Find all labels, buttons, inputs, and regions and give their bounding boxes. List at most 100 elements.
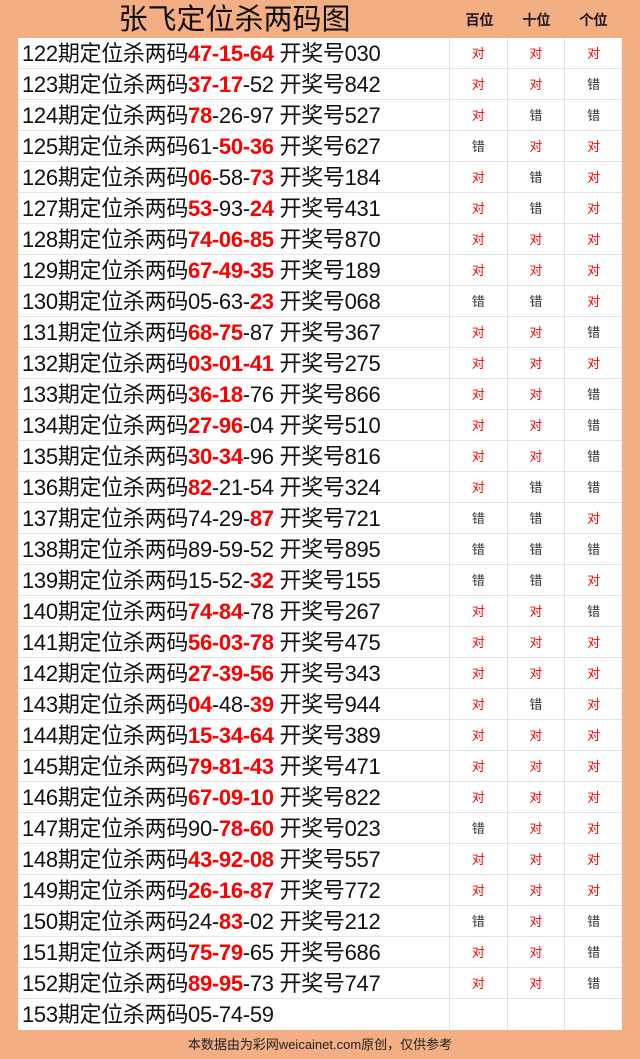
result-cell: 错 [506,193,565,223]
draw-label: 开奖号 [279,320,345,345]
dash: - [242,599,250,624]
kill-number: 95 [218,971,243,996]
row-text: 153期定位杀两码05-74-59 [18,999,449,1030]
draw-number: 155 [344,568,381,593]
result-cell: 错 [506,472,565,502]
row-label: 期定位杀两码 [57,227,189,252]
draw-number: 267 [344,599,381,624]
kill-number: 15 [188,568,212,593]
draw-label: 开奖号 [279,506,345,531]
kill-number: 39 [218,661,243,686]
dash: - [242,878,250,903]
dash: - [211,692,219,717]
period-number: 149 [22,878,58,903]
draw-label: 开奖号 [279,537,345,562]
result-cell: 对 [506,348,565,378]
kill-number: 24 [249,196,274,221]
dash: - [242,475,250,500]
result-cell: 对 [564,844,622,874]
dash: - [211,72,219,97]
draw-number: 944 [344,692,381,717]
table-row: 137期定位杀两码74-29-87 开奖号721 错错对 [18,503,622,534]
kill-number: 02 [249,909,274,934]
result-cell: 对 [448,782,507,812]
period-number: 140 [22,599,58,624]
column-header-units: 个位 [579,12,608,28]
kill-number: 21 [218,475,243,500]
period-number: 123 [22,72,58,97]
draw-label: 开奖号 [279,103,345,128]
result-cell: 对 [506,658,565,688]
kill-number: 90 [188,816,212,841]
kill-number: 96 [249,444,274,469]
result-cell: 对 [564,720,622,750]
result-cell: 错 [564,534,622,564]
dash: - [211,816,219,841]
period-number: 126 [22,165,58,190]
period-number: 138 [22,537,58,562]
result-cell: 对 [448,193,507,223]
column-header-hundreds: 百位 [465,12,494,28]
draw-number: 389 [344,723,381,748]
dash: - [211,506,219,531]
row-label: 期定位杀两码 [57,382,189,407]
table-row: 140期定位杀两码74-84-78 开奖号267 对对错 [18,596,622,627]
kill-number: 52 [249,72,274,97]
row-label: 期定位杀两码 [57,72,189,97]
table-row: 151期定位杀两码75-79-65 开奖号686 对对错 [18,937,622,968]
result-cell: 对 [448,38,507,68]
row-label: 期定位杀两码 [57,971,189,996]
kill-number: 89 [188,537,212,562]
row-label: 期定位杀两码 [57,785,189,810]
dash: - [211,444,219,469]
result-cell: 对 [506,441,565,471]
result-cell: 对 [564,875,622,905]
kill-number: 87 [249,506,274,531]
row-text: 127期定位杀两码53-93-24 开奖号431 [18,193,449,223]
kill-number: 06 [188,165,212,190]
kill-number: 34 [218,444,243,469]
draw-number: 822 [344,785,381,810]
table-row: 131期定位杀两码68-75-87 开奖号367 对对错 [18,317,622,348]
period-number: 127 [22,196,58,221]
result-cell: 错 [448,131,507,161]
draw-number: 842 [344,72,381,97]
table-row: 139期定位杀两码15-52-32 开奖号155 错错对 [18,565,622,596]
kill-number: 73 [249,165,274,190]
row-label: 期定位杀两码 [57,661,189,686]
result-cell: 对 [564,813,622,843]
result-cell: 对 [448,441,507,471]
kill-number: 36 [249,134,274,159]
dash: - [211,909,219,934]
result-cell: 对 [506,627,565,657]
draw-label: 开奖号 [279,444,345,469]
draw-number: 471 [344,754,381,779]
kill-number: 08 [249,847,274,872]
dash: - [211,258,219,283]
draw-label: 开奖号 [279,568,345,593]
row-label: 期定位杀两码 [57,134,189,159]
result-cell: 对 [448,596,507,626]
kill-number: 64 [249,723,274,748]
kill-number: 05 [188,289,212,314]
row-text: 130期定位杀两码05-63-23 开奖号068 [18,286,449,316]
result-cell: 对 [448,689,507,719]
table-row: 133期定位杀两码36-18-76 开奖号866 对对错 [18,379,622,410]
period-number: 142 [22,661,58,686]
row-label: 期定位杀两码 [57,289,189,314]
result-cell: 对 [506,596,565,626]
table-row: 153期定位杀两码05-74-59 [18,999,622,1030]
dash: - [211,103,219,128]
table-row: 134期定位杀两码27-96-04 开奖号510 对对错 [18,410,622,441]
result-cell: 对 [448,379,507,409]
kill-number: 78 [218,816,243,841]
draw-number: 686 [344,940,381,965]
result-cell: 对 [564,658,622,688]
kill-number: 93 [218,196,243,221]
kill-number: 79 [188,754,212,779]
period-number: 150 [22,909,58,934]
kill-number: 24 [188,909,212,934]
table-row: 144期定位杀两码15-34-64 开奖号389 对对对 [18,720,622,751]
draw-label: 开奖号 [279,909,345,934]
dash: - [211,320,219,345]
